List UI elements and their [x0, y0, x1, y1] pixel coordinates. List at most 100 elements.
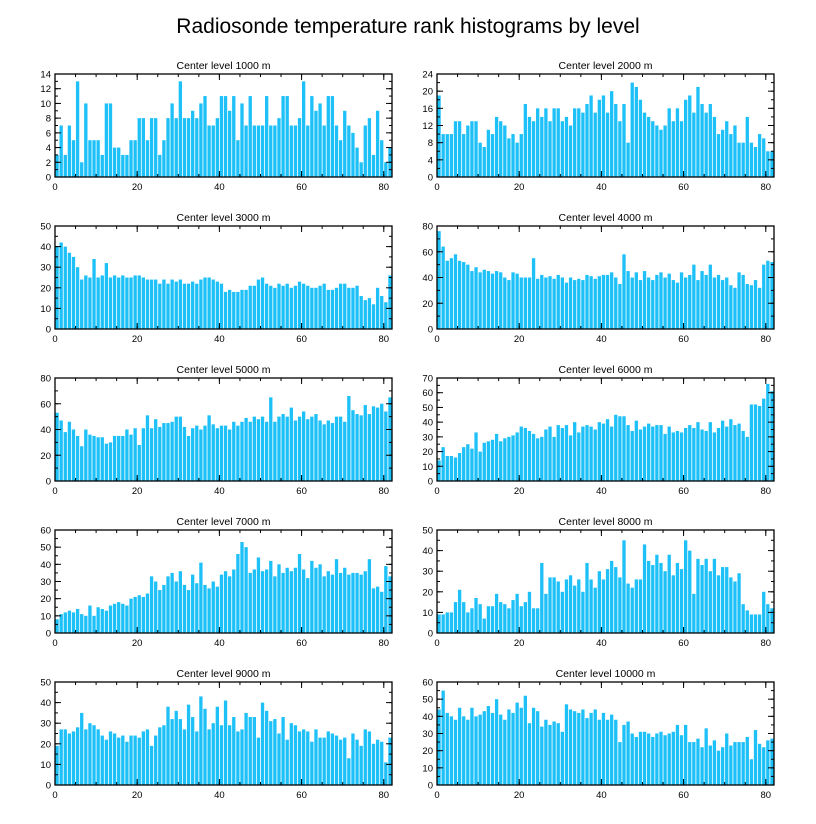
bar: [244, 125, 248, 177]
bar: [367, 414, 372, 481]
bar: [248, 285, 252, 329]
bar: [141, 277, 146, 329]
bar: [240, 103, 244, 177]
bar: [585, 274, 589, 329]
bar: [593, 278, 597, 329]
x-tick-label: 20: [132, 486, 143, 497]
bar: [285, 567, 289, 633]
bar: [67, 733, 72, 785]
bar: [322, 576, 326, 633]
bar: [745, 116, 749, 177]
bar: [256, 419, 261, 481]
x-tick-label: 0: [52, 638, 57, 649]
bar: [457, 121, 462, 177]
panel-title: Center level 6000 m: [559, 364, 653, 376]
bar: [371, 406, 376, 481]
bar: [314, 729, 318, 785]
bar: [100, 608, 104, 633]
bar-series: [55, 542, 392, 633]
y-tick-label: 0: [428, 477, 433, 488]
bar: [359, 745, 363, 785]
bar: [195, 731, 199, 785]
bar: [306, 731, 310, 785]
bar: [614, 414, 618, 481]
x-tick-label: 80: [378, 334, 389, 345]
bar: [363, 300, 367, 329]
bar: [560, 591, 564, 633]
bar: [655, 125, 659, 177]
y-tick-label: 4: [428, 155, 433, 166]
bar: [133, 275, 137, 329]
bar: [248, 717, 252, 785]
bar: [149, 745, 154, 785]
bar: [158, 154, 162, 177]
bar: [494, 699, 499, 785]
bar: [318, 737, 322, 785]
bar: [277, 564, 281, 633]
bar: [494, 433, 499, 481]
bar: [269, 397, 273, 481]
bar: [716, 274, 721, 329]
bar: [359, 162, 363, 177]
bar: [322, 125, 326, 177]
bar: [683, 428, 688, 481]
bar: [679, 432, 684, 481]
y-tick-label: 20: [40, 451, 51, 462]
bar: [211, 279, 215, 329]
bar: [347, 287, 351, 329]
x-tick-label: 40: [596, 790, 607, 801]
bar: [63, 612, 67, 633]
bar: [219, 425, 224, 481]
bar: [59, 125, 63, 177]
y-tick-label: 40: [40, 560, 51, 571]
bar: [137, 444, 141, 481]
bar: [71, 612, 76, 633]
bar: [568, 435, 573, 481]
bar: [675, 108, 680, 177]
bar: [716, 750, 721, 785]
bar: [100, 735, 104, 785]
bar: [638, 99, 643, 177]
bar: [737, 142, 741, 177]
bar: [269, 721, 273, 785]
bar: [359, 415, 363, 481]
bar: [260, 277, 265, 329]
y-tick-label: 10: [40, 611, 51, 622]
bar: [511, 435, 515, 481]
bar: [380, 741, 384, 785]
bar: [474, 716, 478, 785]
bar: [462, 602, 466, 633]
bar: [75, 727, 80, 785]
bar: [244, 712, 248, 785]
bar: [215, 586, 219, 633]
bar: [585, 562, 589, 633]
bar: [671, 432, 675, 481]
bar: [519, 277, 523, 329]
bar: [692, 112, 696, 178]
bar: [112, 435, 117, 481]
bar: [84, 615, 88, 633]
bar: [470, 707, 474, 785]
bar: [696, 86, 700, 178]
y-tick-label: 60: [422, 388, 433, 399]
y-tick-label: 0: [46, 173, 51, 184]
panel-title: Center level 4000 m: [559, 212, 653, 224]
bar: [236, 425, 240, 481]
bar: [178, 279, 182, 329]
bar: [531, 608, 536, 633]
bar: [749, 759, 754, 785]
bar: [667, 273, 671, 329]
bar: [725, 567, 729, 633]
bar: [186, 435, 191, 481]
bar: [384, 302, 388, 329]
bar: [766, 740, 770, 785]
bar: [437, 709, 441, 785]
y-tick-label: 60: [40, 399, 51, 410]
bar: [129, 140, 133, 177]
bar: [729, 285, 733, 329]
bar: [749, 142, 754, 177]
bar: [568, 709, 573, 785]
bar: [634, 579, 638, 633]
bar: [700, 104, 704, 177]
bar: [486, 271, 491, 329]
